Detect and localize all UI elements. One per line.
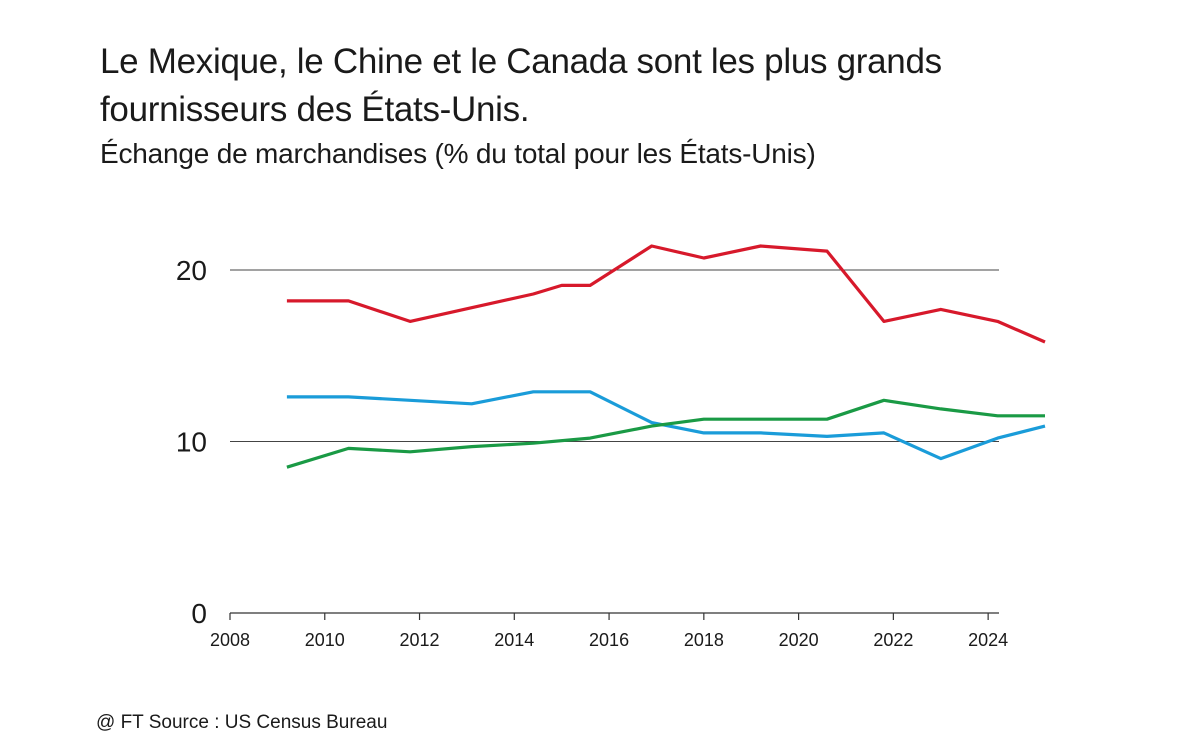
x-tick-label: 2018 [684, 630, 724, 650]
x-axis [229, 612, 999, 620]
series-line-3 [286, 398, 1045, 469]
x-tick-label: 2022 [873, 630, 913, 650]
gridlines [230, 269, 999, 442]
y-tick-label: 0 [191, 598, 207, 629]
y-axis-tick-labels: 0 10 20 [176, 255, 207, 629]
chart-subtitle: Échange de marchandises (% du total pour… [100, 138, 816, 169]
series-line-1 [286, 244, 1046, 344]
x-tick-label: 2014 [494, 630, 534, 650]
y-tick-label: 10 [176, 427, 207, 458]
x-tick-label: 2012 [400, 630, 440, 650]
x-tick-label: 2008 [210, 630, 250, 650]
chart-title: Le Mexique, le Chine et le Canada sont l… [100, 42, 942, 129]
x-axis-tick-labels: 2008 2010 2012 2014 2016 2018 2020 2022 2024 [210, 630, 1008, 650]
x-tick-label: 2016 [589, 630, 629, 650]
y-tick-label: 20 [176, 255, 207, 286]
x-tick-label: 2024 [968, 630, 1008, 650]
x-tick-label: 2020 [779, 630, 819, 650]
series-line-2 [286, 390, 1046, 461]
series-lines [286, 244, 1046, 469]
x-tick-label: 2010 [305, 630, 345, 650]
source-note: @ FT Source : US Census Bureau [96, 712, 388, 733]
